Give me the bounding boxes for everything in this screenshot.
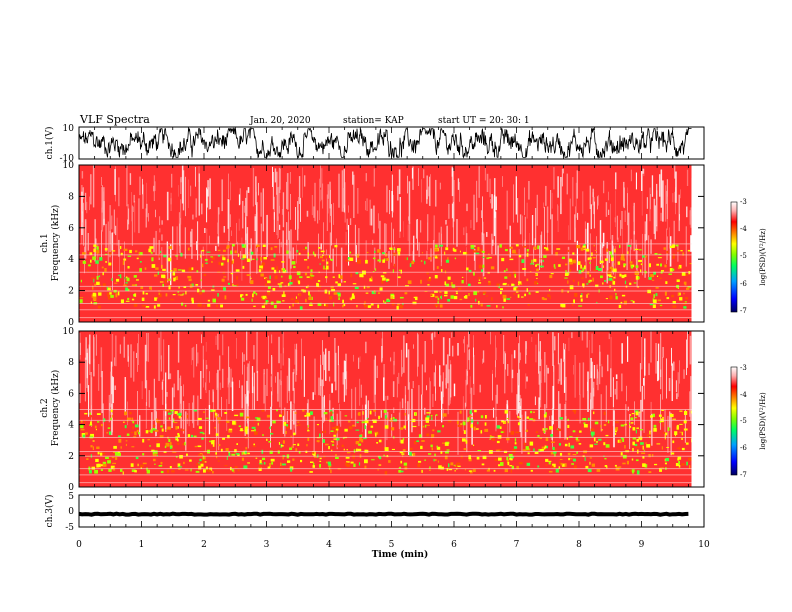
date-label: Jan. 20, 2020 <box>249 116 311 126</box>
ch3-ytick-mid: 0 <box>68 507 74 517</box>
ch1-series-line <box>78 127 692 159</box>
spec2-yt-label-1: 2 <box>68 452 74 462</box>
spec2-yt-label-5: 10 <box>63 327 75 337</box>
ch1-spectrogram-yticks: 0 2 4 6 8 10 <box>63 161 704 328</box>
time-tick-label-6: 6 <box>451 540 457 550</box>
spec1-yt-label-5: 10 <box>63 161 75 171</box>
ch1-spectrogram-panel: 0 2 4 6 8 10 ch.1 Frequency (kHz) <box>40 161 705 328</box>
ch2-cb-tick-m3: -3 <box>740 364 747 372</box>
time-tick-label-9: 9 <box>639 540 645 550</box>
spec1-yt-label-1: 2 <box>68 287 74 297</box>
ch2-spectrogram-yticks: 0 2 4 6 8 10 <box>63 327 704 493</box>
spec1-yt-label-4: 8 <box>68 192 74 202</box>
ch3-waveform-panel: 5 0 -5 ch.3(V) <box>44 492 705 533</box>
time-tick-label-10: 10 <box>698 540 710 550</box>
time-axis-ticks <box>78 127 705 527</box>
time-tick-label-4: 4 <box>326 540 332 550</box>
ch2-cb-tick-m7: -7 <box>740 471 747 479</box>
start-time-label: start UT = 20: 30: 1 <box>438 116 530 126</box>
time-tick-label-8: 8 <box>576 540 582 550</box>
ch1-colorbar: -3 -4 -5 -6 -7 log(PSD)(V2/Hz) <box>730 198 767 315</box>
ch3-series-line <box>78 511 689 517</box>
ch1-cb-tick-m3: -3 <box>740 198 747 206</box>
ch2-spectrogram-ylabel-channel: ch.2 <box>40 398 50 417</box>
ch2-colorbar-bar <box>731 367 737 475</box>
ch1-ylabel: ch.1(V) <box>44 127 55 160</box>
station-label: station= KAP <box>343 116 404 126</box>
spec1-yt-label-0: 0 <box>68 318 74 328</box>
ch2-colorbar-label: log(PSD)(V2/Hz) <box>759 392 767 450</box>
time-tick-label-1: 1 <box>139 540 145 550</box>
ch1-ytick-top: 10 <box>63 124 75 134</box>
spec1-yt-label-3: 6 <box>68 224 74 234</box>
ch1-spectrogram-ylabel: Frequency (kHz) <box>50 205 61 282</box>
figure-title: VLF Spectra <box>79 113 150 126</box>
ch2-colorbar: -3 -4 -5 -6 -7 log(PSD)(V2/Hz) <box>730 364 767 479</box>
ch1-ytick-bottom: -10 <box>60 154 75 164</box>
time-axis-tick-labels: 0 1 2 3 4 5 6 7 8 9 10 <box>76 540 710 550</box>
ch1-colorbar-bar <box>731 202 737 312</box>
time-tick-label-0: 0 <box>76 540 82 550</box>
spec2-yt-label-4: 8 <box>68 358 74 368</box>
ch1-colorbar-label: log(PSD)(V2/Hz) <box>759 228 767 286</box>
ch1-cb-tick-m5: -5 <box>740 252 747 260</box>
time-tick-label-2: 2 <box>201 540 207 550</box>
ch1-cb-tick-m4: -4 <box>740 225 747 233</box>
time-tick-label-7: 7 <box>514 540 520 550</box>
ch1-spectrogram-ylabel-channel: ch.1 <box>40 233 50 252</box>
time-tick-label-3: 3 <box>264 540 270 550</box>
ch2-cb-tick-m5: -5 <box>740 417 747 425</box>
spec2-yt-label-3: 6 <box>68 389 74 399</box>
ch1-cb-tick-m6: -6 <box>740 280 747 288</box>
ch2-cb-tick-m6: -6 <box>740 444 747 452</box>
ch2-spectrogram-ylabel: Frequency (kHz) <box>50 370 61 447</box>
ch2-spectrogram-panel: 0 2 4 6 8 10 ch.2 Frequency (kHz) <box>40 327 705 493</box>
time-tick-label-5: 5 <box>389 540 395 550</box>
ch2-cb-tick-m4: -4 <box>740 391 747 399</box>
ch3-ytick-top: 5 <box>68 492 74 502</box>
ch1-waveform-panel: 10 -10 ch.1(V) <box>44 124 705 164</box>
time-axis-label: Time (min) <box>372 549 429 560</box>
ch1-spectrogram-image <box>79 165 704 322</box>
ch3-ylabel: ch.3(V) <box>44 495 55 528</box>
spec1-yt-label-2: 4 <box>68 255 74 265</box>
ch2-spectrogram-image <box>79 331 704 487</box>
ch3-ytick-bottom: -5 <box>65 523 74 533</box>
spec2-yt-label-0: 0 <box>68 483 74 493</box>
spec2-yt-label-2: 4 <box>68 421 74 431</box>
ch1-cb-tick-m7: -7 <box>740 307 747 315</box>
